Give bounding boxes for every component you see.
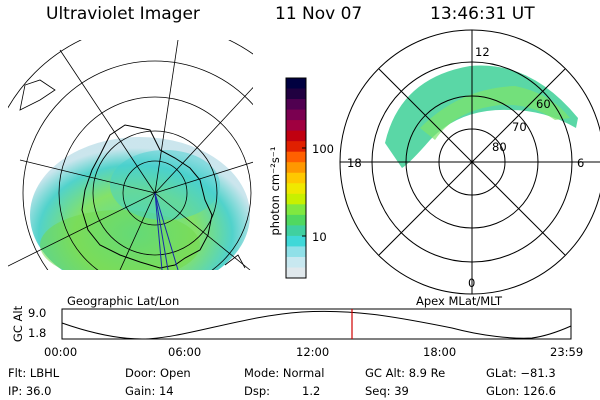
mlt-label-0: 0 <box>468 276 476 290</box>
colorbar-segment <box>286 162 306 174</box>
mlt-label-18: 18 <box>347 156 362 170</box>
colorbar-segment <box>286 267 306 279</box>
x-tick-0600: 06:00 <box>168 345 202 359</box>
lat-grid <box>8 40 253 270</box>
ip-info: IP: 36.0 <box>8 384 52 398</box>
colorbar-segment <box>286 246 306 258</box>
colorbar-segment <box>286 183 306 195</box>
mode-info: Mode: Normal <box>244 366 325 380</box>
x-tick-2359: 23:59 <box>550 345 584 359</box>
glon-info: GLon: 126.6 <box>486 384 556 398</box>
colorbar-segment <box>286 235 306 247</box>
colorbar-segment <box>286 214 306 226</box>
antarctica-outline <box>81 124 213 269</box>
colorbar-segment <box>286 225 306 237</box>
colorbar-segment <box>286 78 306 90</box>
colorbar-segment <box>286 204 306 216</box>
alt-ylabel: GC Alt <box>11 305 25 343</box>
lat-label-80: 80 <box>492 140 507 154</box>
apex-caption: Apex MLat/MLT <box>416 294 503 308</box>
colorbar-segment <box>286 109 306 121</box>
alt-tick-9: 9.0 <box>28 306 47 320</box>
altitude-curve <box>61 310 572 340</box>
colorbar-segment <box>286 88 306 100</box>
geographic-map <box>8 40 253 270</box>
x-tick-1200: 12:00 <box>296 345 330 359</box>
instrument-title: Ultraviolet Imager <box>46 4 200 24</box>
geographic-caption: Geographic Lat/Lon <box>67 294 180 308</box>
filter-info: Flt: LBHL <box>8 366 60 380</box>
colorbar <box>285 77 307 279</box>
colorbar-segment <box>286 172 306 184</box>
colorbar-segment <box>286 120 306 132</box>
x-tick-1800: 18:00 <box>423 345 457 359</box>
time-label: 13:46:31 UT <box>430 4 535 24</box>
colorbar-unit-label: photon cm⁻²s⁻¹ <box>268 146 282 236</box>
colorbar-segment <box>286 151 306 163</box>
altitude-plot <box>61 308 572 340</box>
magnetic-map <box>339 29 600 295</box>
gain-info: Gain: 14 <box>125 384 174 398</box>
colorbar-segment <box>286 256 306 268</box>
seq-info: Seq: 39 <box>365 384 409 398</box>
x-tick-0000: 00:00 <box>44 345 78 359</box>
lat-label-60: 60 <box>536 97 551 111</box>
colorbar-segment <box>286 99 306 111</box>
alt-tick-1.8: 1.8 <box>28 326 47 340</box>
colorbar-tick-100: 100 <box>312 142 334 156</box>
dsp-value: 1.2 <box>302 384 321 398</box>
mlt-label-6: 6 <box>577 156 585 170</box>
dsp-label: Dsp: <box>244 384 271 398</box>
colorbar-tick-10: 10 <box>312 230 327 244</box>
date-label: 11 Nov 07 <box>275 4 363 24</box>
glat-info: GLat: −81.3 <box>486 366 556 380</box>
mlt-label-12: 12 <box>475 45 490 59</box>
gc-alt-info: GC Alt: 8.9 Re <box>365 366 446 380</box>
colorbar-segment <box>286 130 306 142</box>
door-info: Door: Open <box>125 366 191 380</box>
colorbar-segment <box>286 193 306 205</box>
lat-label-70: 70 <box>512 120 527 134</box>
colorbar-segment <box>286 141 306 153</box>
